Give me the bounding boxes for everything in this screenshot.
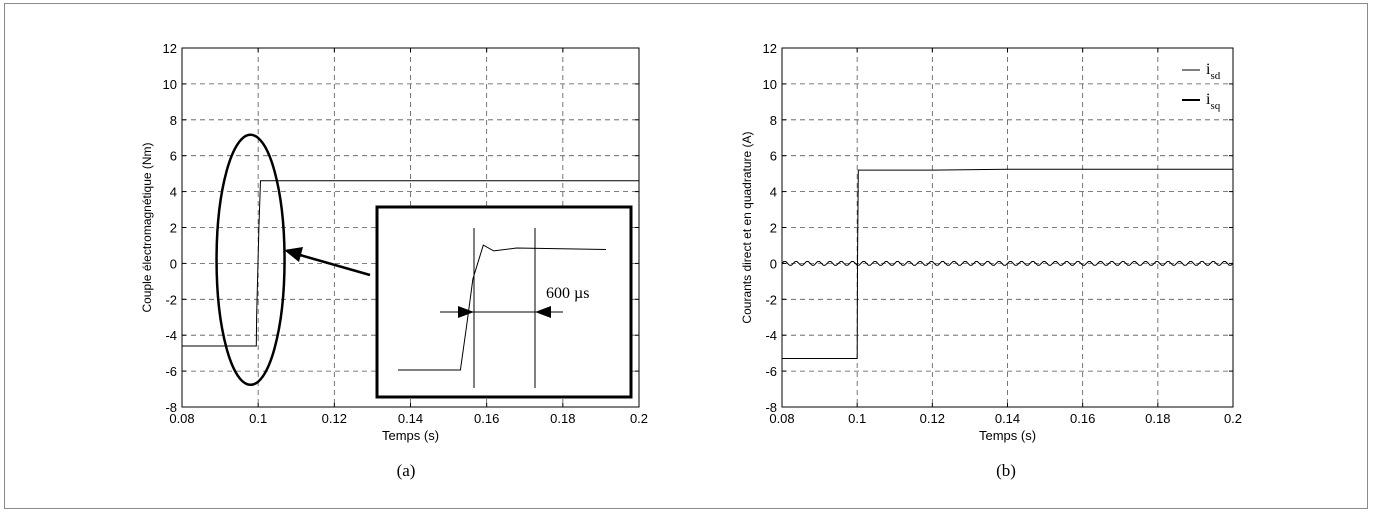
chart-b-y-tick-label-10: 12 (763, 41, 777, 56)
chart-a-y-tick-label-8: 8 (170, 113, 177, 128)
legend-label-main-0: i (1206, 61, 1211, 78)
legend-label-0: isd (1206, 61, 1221, 82)
chart-b-x-tick-label-5: 0.18 (1145, 411, 1170, 426)
chart-b-x-tick-label-6: 0.2 (1224, 411, 1242, 426)
chart-a-y-tick-label-7: 6 (170, 149, 177, 164)
zoom-inset-box (375, 205, 633, 399)
legend-label-1: isq (1206, 91, 1221, 112)
chart-a-x-axis-label: Temps (s) (382, 428, 439, 443)
chart-a-series-line-0 (182, 180, 639, 347)
chart-a-x-tick-label-0: 0.08 (169, 411, 194, 426)
chart-b-y-tick-label-1: -6 (765, 364, 777, 379)
chart-b-series-line-1 (781, 261, 1234, 266)
chart-a-y-ticks: -8 -6 -4 -2 0 2 4 6 8 10 12 (163, 41, 639, 415)
chart-a-y-tick-label-5: 2 (170, 221, 177, 236)
chart-a-x-tick-label-6: 0.2 (630, 411, 648, 426)
chart-b-y-ticks: -8 -6 -4 -2 0 2 4 6 8 10 12 (763, 41, 1233, 415)
chart-a-x-tick-label-4: 0.16 (474, 411, 499, 426)
chart-b-caption: (b) (996, 461, 1016, 480)
chart-b-y-tick-label-3: -2 (765, 292, 777, 307)
chart-a-series (182, 180, 639, 347)
legend-label-sub-1: sq (1210, 100, 1220, 112)
chart-b-y-tick-label-4: 0 (770, 256, 777, 271)
inset-dimension-arrow-left (458, 306, 474, 318)
chart-b-x-ticks: 0.08 0.1 0.12 0.14 0.16 0.18 0.2 (769, 48, 1242, 426)
chart-a: 0.08 0.1 0.12 0.14 0.16 0.18 0.2 -8 -6 -4 -2 0 2 4 6 8… (140, 41, 648, 480)
chart-a-y-tick-label-6: 4 (170, 185, 177, 200)
chart-a-y-axis-label: Couple électromagnétique (Nm) (140, 142, 154, 312)
chart-b-y-tick-label-2: -4 (765, 328, 777, 343)
chart-a-annotation: 600 µs (215, 133, 633, 399)
chart-b-grid (782, 48, 1233, 407)
chart-a-x-tick-label-5: 0.18 (550, 411, 575, 426)
chart-b-y-tick-label-9: 10 (763, 77, 777, 92)
chart-a-x-tick-label-1: 0.1 (249, 411, 267, 426)
inset-dimension-arrow-right (535, 306, 551, 318)
chart-b-y-tick-label-0: -8 (765, 400, 777, 415)
chart-a-y-tick-label-9: 10 (163, 77, 177, 92)
chart-b-y-axis-label: Courants direct et en quadrature (A) (740, 131, 754, 323)
chart-b-y-tick-label-6: 4 (770, 185, 777, 200)
chart-b-x-tick-label-4: 0.16 (1070, 411, 1095, 426)
chart-a-x-tick-label-3: 0.14 (398, 411, 423, 426)
chart-a-y-tick-label-4: 0 (170, 256, 177, 271)
chart-b: 0.08 0.1 0.12 0.14 0.16 0.18 0.2 -8 -6 -4 -2 0 2 4 6 8… (740, 41, 1242, 480)
chart-b-series-line-0 (782, 168, 1233, 359)
chart-b-y-tick-label-5: 2 (770, 221, 777, 236)
chart-a-caption: (a) (397, 461, 416, 480)
figure-frame (4, 3, 1368, 509)
callout-arrow-line (299, 253, 371, 277)
chart-b-x-tick-label-1: 0.1 (848, 411, 866, 426)
chart-b-x-tick-label-0: 0.08 (769, 411, 794, 426)
chart-b-x-tick-label-3: 0.14 (995, 411, 1020, 426)
chart-b-x-axis-label: Temps (s) (979, 428, 1036, 443)
callout-arrow-head (284, 247, 303, 262)
highlight-ellipse (215, 133, 286, 387)
chart-a-y-tick-label-2: -4 (165, 328, 177, 343)
inset-duration-label: 600 µs (546, 285, 589, 302)
chart-b-y-tick-label-8: 8 (770, 113, 777, 128)
legend-label-main-1: i (1206, 91, 1211, 108)
chart-a-y-tick-label-3: -2 (165, 292, 177, 307)
chart-b-y-tick-label-7: 6 (770, 149, 777, 164)
chart-a-y-tick-label-10: 12 (163, 41, 177, 56)
inset-curve (398, 244, 607, 371)
chart-a-y-tick-label-0: -8 (165, 400, 177, 415)
chart-a-x-tick-label-2: 0.12 (322, 411, 347, 426)
chart-a-y-tick-label-1: -6 (165, 364, 177, 379)
chart-a-x-ticks: 0.08 0.1 0.12 0.14 0.16 0.18 0.2 (169, 48, 648, 426)
legend-label-sub-0: sd (1210, 70, 1220, 82)
chart-b-x-tick-label-2: 0.12 (920, 411, 945, 426)
chart-b-series (781, 168, 1234, 359)
